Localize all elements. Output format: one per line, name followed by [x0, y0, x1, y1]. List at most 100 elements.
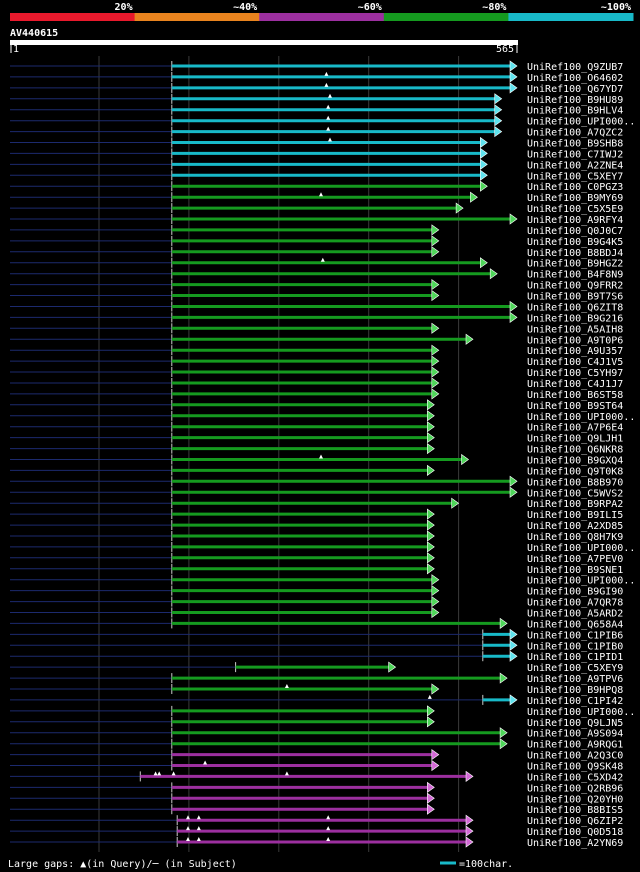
hit-row[interactable]: UniRef100_Q0D518 [10, 825, 623, 838]
hit-row[interactable]: UniRef100_B9T7S6 [10, 289, 623, 303]
hit-label[interactable]: UniRef100_A9U357 [527, 346, 623, 357]
hit-label[interactable]: UniRef100_B8BDJ4 [527, 248, 623, 259]
hit-row[interactable]: UniRef100_Q67YD7 [10, 82, 623, 95]
hit-row[interactable]: UniRef100_C5YH97 [10, 366, 623, 379]
hit-label[interactable]: UniRef100_B9GXQ4 [527, 456, 623, 467]
hit-row[interactable]: UniRef100_A7QZC2 [10, 126, 623, 139]
hit-row[interactable]: UniRef100_C4J1J7 [10, 377, 623, 390]
hit-label[interactable]: UniRef100_C5X5E9 [527, 204, 623, 215]
hit-label[interactable]: UniRef100_B9HU89 [527, 95, 623, 106]
hit-label[interactable]: UniRef100_B9HLV4 [527, 106, 623, 117]
hit-row[interactable]: UniRef100_Q2RB96 [10, 781, 623, 794]
hit-label[interactable]: UniRef100_UPI000.. [527, 412, 635, 423]
hit-row[interactable]: UniRef100_B9HGZ2 [10, 257, 623, 270]
hit-label[interactable]: UniRef100_A2ZNE4 [527, 160, 623, 171]
hit-row[interactable]: UniRef100_C5X5E9 [10, 202, 623, 215]
hit-label[interactable]: UniRef100_Q6NKR8 [527, 445, 623, 456]
hit-row[interactable]: UniRef100_C1PIB6 [10, 628, 623, 641]
hit-label[interactable]: UniRef100_A9RQG1 [527, 740, 623, 751]
hit-label[interactable]: UniRef100_B9ST64 [527, 401, 623, 412]
hit-label[interactable]: UniRef100_Q8H7K9 [527, 532, 623, 543]
hit-row[interactable]: UniRef100_C1PID1 [10, 650, 623, 663]
hit-row[interactable]: UniRef100_B9RPA2 [10, 497, 623, 510]
hit-row[interactable]: UniRef100_Q6NKR8 [10, 443, 623, 456]
hit-row[interactable]: UniRef100_A9RQG1 [10, 738, 623, 751]
hit-row[interactable]: UniRef100_Q9FRR2 [10, 279, 623, 292]
hit-label[interactable]: UniRef100_B9GI90 [527, 587, 623, 598]
hit-label[interactable]: UniRef100_C7IWJ2 [527, 149, 623, 160]
hit-label[interactable]: UniRef100_A7QZC2 [527, 128, 623, 139]
hit-row[interactable]: UniRef100_C4J1V5 [10, 355, 623, 368]
hit-label[interactable]: UniRef100_Q20YH0 [527, 794, 623, 805]
hit-row[interactable]: UniRef100_C5XEY9 [10, 661, 623, 674]
hit-row[interactable]: UniRef100_B4F8N9 [10, 268, 623, 281]
hit-label[interactable]: UniRef100_Q9ZUB7 [527, 62, 623, 73]
hit-row[interactable]: UniRef100_B8BDJ4 [10, 246, 623, 259]
hit-label[interactable]: UniRef100_Q658A4 [527, 619, 623, 630]
hit-label[interactable]: UniRef100_Q2RB96 [527, 783, 623, 794]
hit-label[interactable]: UniRef100_B4F8N9 [527, 270, 623, 281]
hit-row[interactable]: UniRef100_C5WVS2 [10, 486, 623, 499]
hit-label[interactable]: UniRef100_C5WVS2 [527, 488, 623, 499]
hit-row[interactable]: UniRef100_UPI000.. [10, 574, 635, 587]
hit-label[interactable]: UniRef100_Q9T0K8 [527, 466, 623, 477]
hit-row[interactable]: UniRef100_A9RFY4 [10, 213, 623, 226]
hit-row[interactable]: UniRef100_Q9LJN5 [10, 716, 623, 729]
hit-row[interactable]: UniRef100_B9G4K5 [10, 235, 623, 248]
hit-row[interactable]: UniRef100_B9SHB8 [10, 136, 623, 150]
hit-label[interactable]: UniRef100_C1PID1 [527, 652, 623, 663]
hit-row[interactable]: UniRef100_A7PEV0 [10, 552, 623, 565]
hit-row[interactable]: UniRef100_A7P6E4 [10, 421, 623, 434]
hit-label[interactable]: UniRef100_C0PGZ3 [527, 182, 623, 193]
hit-label[interactable]: UniRef100_A5AIH8 [527, 324, 623, 335]
hit-row[interactable]: UniRef100_Q9LJH1 [10, 432, 623, 445]
hit-label[interactable]: UniRef100_B9SHB8 [527, 139, 623, 150]
hit-row[interactable]: UniRef100_O64602 [10, 71, 623, 84]
hit-row[interactable]: UniRef100_B9GXQ4 [10, 453, 623, 467]
hit-label[interactable]: UniRef100_C5XEY9 [527, 663, 623, 674]
hit-label[interactable]: UniRef100_Q9FRR2 [527, 281, 623, 292]
hit-row[interactable]: UniRef100_B9SNE1 [10, 563, 623, 576]
hit-label[interactable]: UniRef100_A9TPV6 [527, 674, 623, 685]
hit-label[interactable]: UniRef100_Q67YD7 [527, 84, 623, 95]
hit-row[interactable]: UniRef100_B9HPQ8 [10, 683, 623, 696]
hit-row[interactable]: UniRef100_Q9ZUB7 [10, 60, 623, 73]
hit-label[interactable]: UniRef100_UPI000.. [527, 117, 635, 128]
hit-label[interactable]: UniRef100_C5XD42 [527, 772, 623, 783]
hit-label[interactable]: UniRef100_Q0D518 [527, 827, 623, 838]
hit-row[interactable]: UniRef100_A9TPV6 [10, 672, 623, 685]
hit-label[interactable]: UniRef100_A7P6E4 [527, 423, 623, 434]
hit-row[interactable]: UniRef100_A5ARD2 [10, 606, 623, 620]
hit-label[interactable]: UniRef100_B9G216 [527, 313, 623, 324]
hit-row[interactable]: UniRef100_A2Q3C0 [10, 749, 623, 762]
hit-row[interactable]: UniRef100_Q0J0C7 [10, 224, 623, 237]
hit-label[interactable]: UniRef100_A9T0P6 [527, 335, 623, 346]
hit-label[interactable]: UniRef100_C1PIB0 [527, 641, 623, 652]
hit-label[interactable]: UniRef100_A9S094 [527, 729, 623, 740]
hit-row[interactable]: UniRef100_C5XD42 [10, 770, 623, 783]
hit-label[interactable]: UniRef100_A2YN69 [527, 838, 623, 849]
hit-row[interactable]: UniRef100_B9MY69 [10, 191, 623, 204]
hit-label[interactable]: UniRef100_Q6ZIT8 [527, 303, 623, 314]
hit-row[interactable]: UniRef100_B9ILI5 [10, 508, 623, 521]
hit-label[interactable]: UniRef100_A2Q3C0 [527, 751, 623, 762]
hit-label[interactable]: UniRef100_A7QR78 [527, 598, 623, 609]
hit-label[interactable]: UniRef100_B9RPA2 [527, 499, 623, 510]
hit-label[interactable]: UniRef100_C4J1J7 [527, 379, 623, 390]
hit-row[interactable]: UniRef100_A9T0P6 [10, 333, 623, 346]
hit-label[interactable]: UniRef100_B9ILI5 [527, 510, 623, 521]
hit-row[interactable]: UniRef100_Q658A4 [10, 617, 623, 630]
hit-row[interactable]: UniRef100_A7QR78 [10, 596, 623, 609]
hit-label[interactable]: UniRef100_UPI000.. [527, 576, 635, 587]
hit-row[interactable]: UniRef100_C1PIB0 [10, 639, 623, 652]
hit-row[interactable]: UniRef100_Q9SK48 [10, 759, 623, 773]
hit-row[interactable]: UniRef100_B9HLV4 [10, 104, 623, 117]
hit-row[interactable]: UniRef100_Q20YH0 [10, 792, 623, 805]
hit-label[interactable]: UniRef100_Q9LJN5 [527, 718, 623, 729]
hit-label[interactable]: UniRef100_A2XD85 [527, 521, 623, 532]
hit-row[interactable]: UniRef100_B8BIS5 [10, 803, 623, 816]
hit-row[interactable]: UniRef100_Q6ZIT8 [10, 300, 623, 314]
hit-label[interactable]: UniRef100_UPI000.. [527, 543, 635, 554]
hit-label[interactable]: UniRef100_O64602 [527, 73, 623, 84]
hit-row[interactable]: UniRef100_C5XEY7 [10, 169, 623, 182]
